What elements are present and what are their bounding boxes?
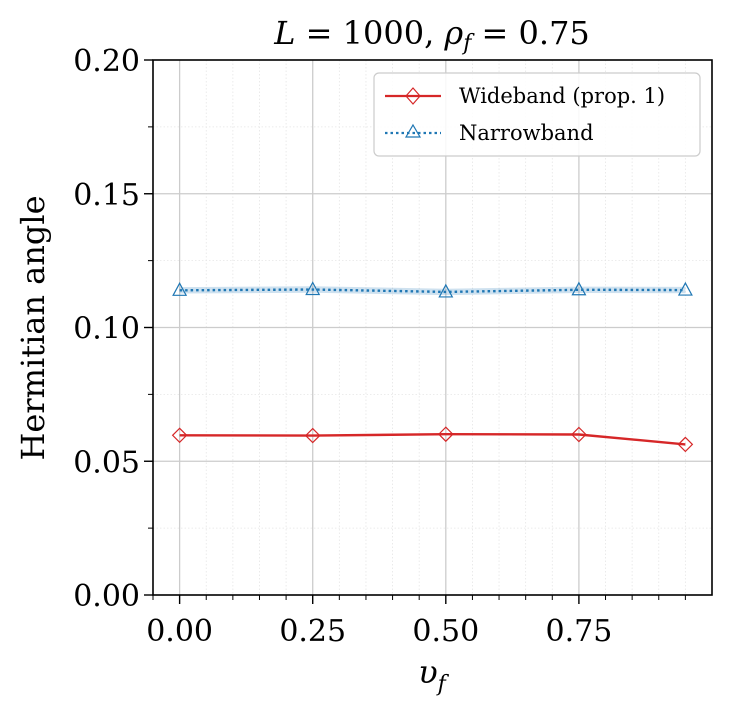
x-tick-label: 0.25 [279,614,346,649]
legend-label-narrowband: Narrowband [459,121,594,145]
x-tick-label: 0.75 [546,614,613,649]
legend-marker-wideband [405,87,421,105]
y-tick-label: 0.10 [73,312,140,347]
y-axis-label: Hermitian angle [14,195,52,460]
x-tick-label: 0.50 [412,614,479,649]
ticks [144,59,686,604]
data-point-narrowband [172,282,188,296]
legend-entry-wideband: Wideband (prop. 1) [385,84,665,108]
series-layer [171,281,694,453]
legend-box [373,72,701,157]
data-point-wideband-prop [571,426,587,443]
series-band-narrowband [179,286,686,296]
chart-title: L = 1000, ρf = 0.75 [273,14,590,56]
data-point-narrowband [305,281,321,296]
series-line-narrowband [179,288,686,294]
data-point-wideband-prop [677,436,694,453]
data-point-narrowband [438,283,454,298]
y-tick-label: 0.05 [73,445,140,480]
x-axis-label: υf [418,653,449,697]
y-tick-label: 0.00 [73,579,140,614]
legend-marker-narrowband [404,123,422,138]
major-grid [153,60,712,595]
legend-entry-narrowband: Narrowband [385,121,594,145]
series-line-wideband-prop [179,433,686,446]
data-point-narrowband [677,281,693,296]
data-point-wideband-prop [437,426,454,443]
data-point-narrowband [571,281,587,296]
legend: Wideband (prop. 1) Narrowband [373,72,701,157]
data-point-wideband-prop [171,427,188,444]
tick-labels: 0.00 0.25 0.50 0.75 0.00 0.05 0.10 0.15 0.20 [73,44,612,649]
x-tick-label: 0.00 [146,614,213,649]
y-tick-label: 0.15 [73,178,140,213]
data-point-wideband-prop [304,427,321,444]
y-tick-label: 0.20 [73,44,140,79]
legend-label-wideband: Wideband (prop. 1) [459,84,665,108]
